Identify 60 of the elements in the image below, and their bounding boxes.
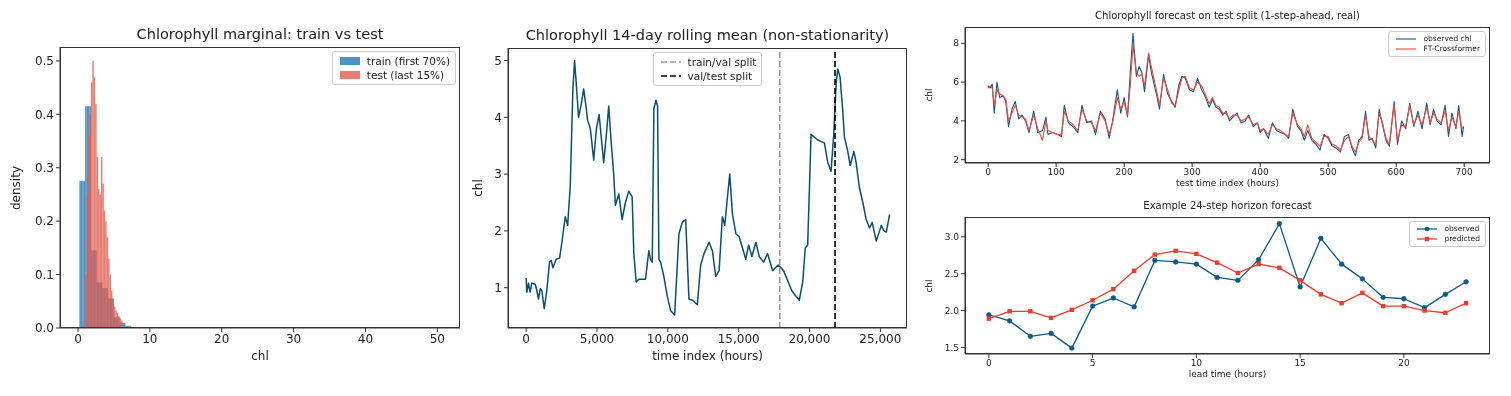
x-tick-label: 40 [357,331,374,346]
x-tick-label: 25,000 [859,331,902,346]
x-tick-label: 0 [522,331,530,346]
x-tick-label: 10 [142,331,158,346]
x-tick-label: 0 [985,167,992,178]
x-tick-label: 300 [1183,167,1201,178]
x-tick-label: 500 [1319,167,1338,178]
x-tick-label: 5 [1089,358,1096,369]
y-tick-label: 2.0 [944,305,960,316]
x-tick-label: 600 [1387,167,1406,178]
x-axis-title: test time index (hours) [1174,178,1281,189]
ref-line-label: val/test split [687,69,753,84]
x-tick-label: 0 [74,331,82,346]
y-tick-label: 0.1 [34,267,54,282]
y-tick-label: 5 [494,53,502,68]
y-tick-label: 0.3 [34,160,54,175]
y-tick-label: 3.0 [944,232,960,243]
x-tick-label: 400 [1251,167,1269,178]
y-tick-label: 4 [953,116,960,127]
y-axis-title: density [9,165,23,210]
x-tick-label: 700 [1455,167,1474,178]
y-tick-label: 2 [953,154,959,165]
y-axis-title: chl [471,179,485,197]
y-tick-label: 1 [494,280,502,295]
y-tick-label: 1.5 [944,342,959,353]
x-tick-label: 5,000 [579,331,615,346]
x-tick-label: 100 [1047,167,1065,178]
x-axis-title: chl [250,348,270,363]
chart-title: Chlorophyll forecast on test split (1-step-ahead, real) [1094,10,1361,21]
x-axis-title: lead time (hours) [1187,369,1268,380]
x-tick-label: 50 [429,331,445,346]
y-tick-label: 6 [953,77,960,88]
y-tick-label: 2 [494,224,502,239]
x-axis-title: time index (hours) [651,348,764,363]
x-tick-label: 30 [285,331,302,346]
x-tick-label: 15,000 [717,331,760,346]
x-tick-label: 10 [1190,358,1203,369]
x-tick-label: 0 [986,358,992,369]
y-tick-label: 2.5 [944,268,959,279]
y-tick-label: 0.0 [34,321,54,336]
ref-line-label: train/val split [687,55,757,70]
legend-label: test (last 15%) [366,68,445,83]
x-tick-label: 20,000 [788,331,831,346]
x-tick-label: 10,000 [646,331,689,346]
x-tick-label: 20 [214,331,230,346]
y-axis-title: chl [924,278,934,293]
y-tick-label: 4 [494,110,502,125]
y-tick-label: 8 [953,38,960,49]
y-tick-label: 3 [494,167,502,182]
y-tick-label: 0.2 [34,214,54,229]
chart-title: Chlorophyll 14-day rolling mean (non-stationarity) [524,26,891,43]
legend-label: train (first 70%) [366,54,450,69]
y-tick-label: 0.4 [34,107,54,122]
y-axis-title: chl [924,88,934,102]
x-tick-label: 200 [1115,167,1133,178]
chart-title: Example 24-step horizon forecast [1142,200,1313,211]
chart-title: Chlorophyll marginal: train vs test [135,25,385,42]
y-tick-label: 0.5 [34,54,54,69]
x-tick-label: 15 [1294,358,1306,369]
x-tick-label: 20 [1398,358,1410,369]
